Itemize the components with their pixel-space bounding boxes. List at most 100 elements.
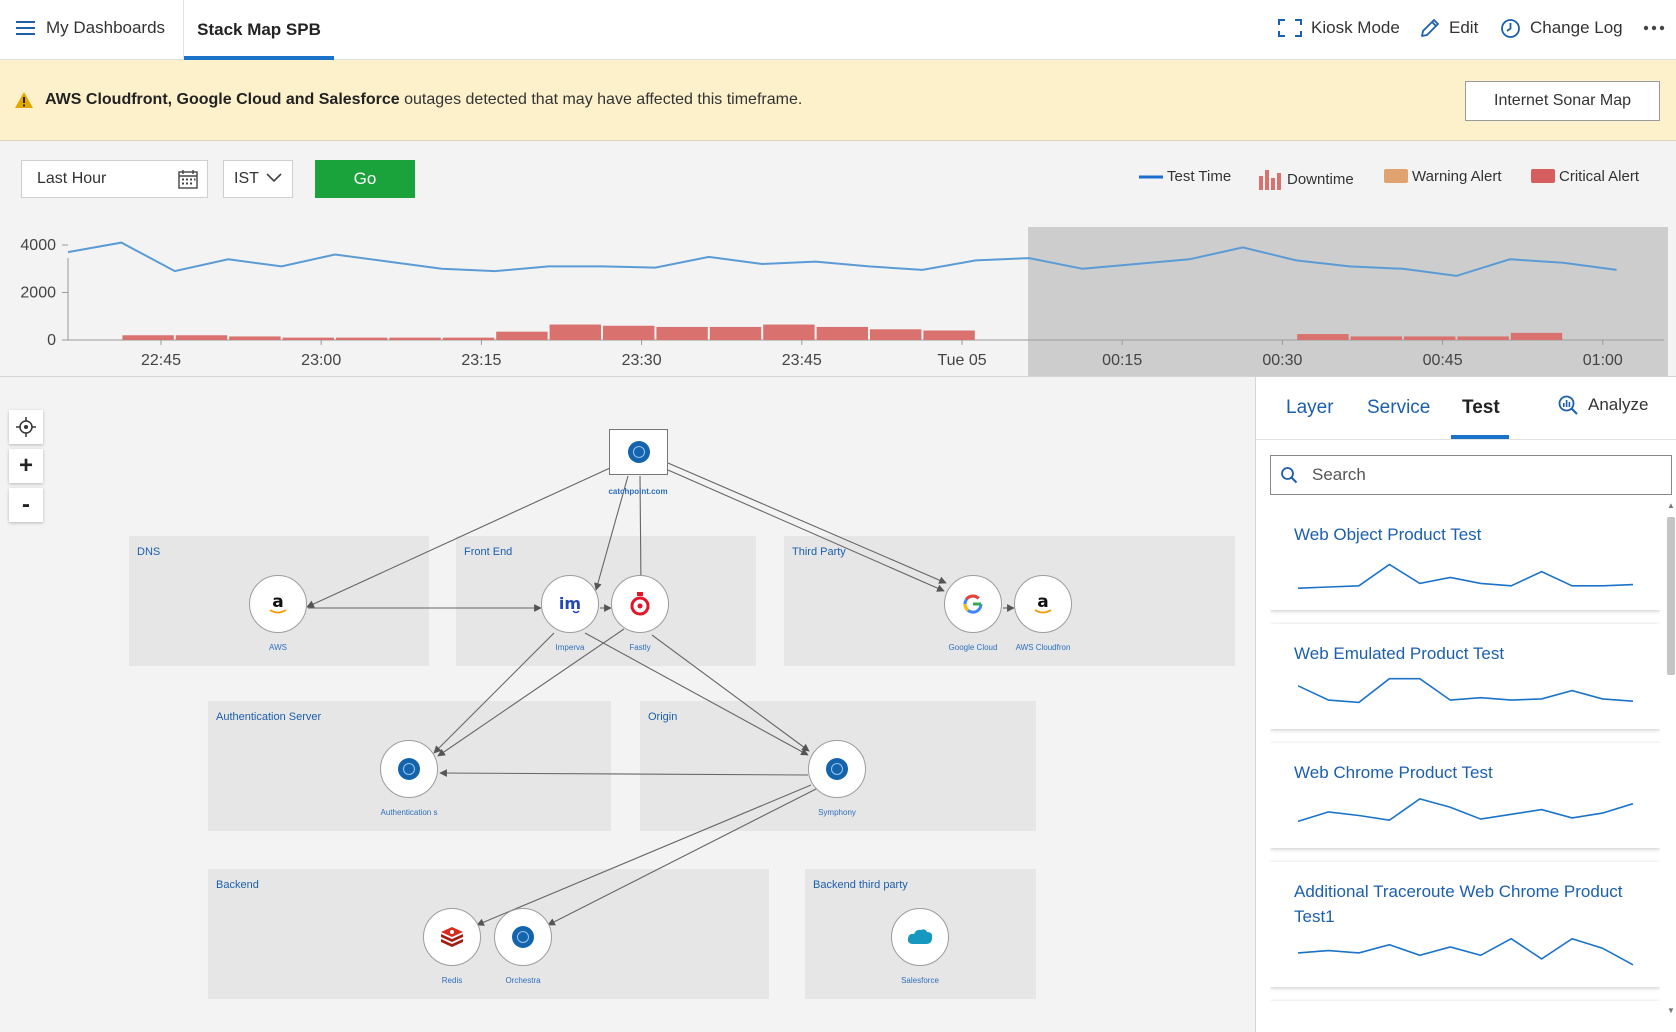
- node-salesforce-label: Salesforce: [901, 976, 939, 985]
- legend-downtime: Downtime: [1259, 168, 1354, 190]
- x-tick-label: 01:00: [1583, 352, 1623, 369]
- zoom-out-button[interactable]: -: [9, 488, 43, 522]
- pencil-icon: [1421, 18, 1439, 37]
- search-input[interactable]: [1312, 465, 1642, 485]
- scrollbar-thumb[interactable]: [1667, 517, 1675, 675]
- analyze-icon: [1558, 395, 1578, 415]
- my-dashboards-label: My Dashboards: [46, 18, 166, 37]
- amazon-logo-icon: a: [1034, 592, 1052, 614]
- kiosk-mode-button[interactable]: Kiosk Mode: [1278, 0, 1400, 56]
- redis-logo-icon: [441, 927, 463, 947]
- kiosk-mode-label: Kiosk Mode: [1311, 18, 1400, 37]
- time-range-picker[interactable]: Last Hour: [21, 160, 208, 198]
- layer-front-end-label: Front End: [464, 546, 513, 558]
- downtime-bar: [1297, 334, 1349, 340]
- tab-service[interactable]: Service: [1367, 397, 1431, 418]
- node-redis[interactable]: [423, 908, 481, 966]
- top-bar: My Dashboards Stack Map SPB Kiosk Mode E…: [0, 0, 1676, 60]
- layer-backend: Backend: [208, 869, 769, 999]
- node-redis-label: Redis: [441, 976, 463, 985]
- edit-button[interactable]: Edit: [1419, 0, 1478, 56]
- timezone-select[interactable]: IST: [223, 160, 293, 198]
- x-tick-label: 22:45: [141, 352, 181, 369]
- node-aws[interactable]: a: [249, 575, 307, 633]
- test-card-web-chrome[interactable]: Web Chrome Product Test: [1270, 743, 1660, 848]
- node-google-cloud[interactable]: [944, 575, 1002, 633]
- edge-symphony-auth: [439, 769, 809, 777]
- x-tick-label: 00:30: [1262, 352, 1302, 369]
- node-fastly-label: Fastly: [629, 643, 651, 652]
- node-google-cloud-label: Google Cloud: [948, 643, 998, 652]
- node-salesforce[interactable]: [891, 908, 949, 966]
- x-tick-label: 00:15: [1102, 352, 1142, 369]
- analyze-button[interactable]: Analyze: [1558, 395, 1648, 415]
- active-tab-indicator: [1451, 435, 1509, 439]
- node-orchestra[interactable]: [494, 908, 552, 966]
- svg-text:a: a: [272, 592, 283, 612]
- test-title: Web Object Product Test: [1294, 525, 1482, 544]
- node-orchestra-label: Orchestra: [505, 976, 541, 985]
- internet-sonar-map-button[interactable]: Internet Sonar Map: [1465, 81, 1660, 121]
- more-options-button[interactable]: [1643, 0, 1674, 56]
- test-sparkline: [1298, 798, 1634, 823]
- google-logo-icon: [963, 594, 983, 614]
- legend-warning-label: Warning Alert: [1412, 168, 1502, 185]
- test-search-box[interactable]: [1270, 455, 1672, 495]
- downtime-bar: [816, 326, 868, 340]
- test-card-web-object[interactable]: Web Object Product Test: [1270, 505, 1660, 610]
- my-dashboards-menu[interactable]: My Dashboards: [16, 0, 165, 56]
- timeline-chart[interactable]: 4000 2000 0 22:45 23:00 23:15 23:30 23:45 Tue 05…: [0, 222, 1676, 377]
- scroll-up-icon[interactable]: ▲: [1667, 501, 1675, 510]
- x-tick-label: 00:45: [1423, 352, 1463, 369]
- legend-test-time: Test Time: [1139, 168, 1231, 185]
- test-title: Web Chrome Product Test: [1294, 763, 1493, 782]
- go-button[interactable]: Go: [315, 160, 415, 198]
- sparkline-path: [1298, 677, 1634, 704]
- test-card-partial[interactable]: [1270, 1001, 1660, 1015]
- catchpoint-root-node[interactable]: [609, 429, 668, 475]
- time-range-value: Last Hour: [37, 170, 107, 187]
- node-aws-cloudfront[interactable]: a: [1014, 575, 1072, 633]
- layer-backend-label: Backend: [216, 879, 259, 891]
- node-symphony[interactable]: [808, 740, 866, 798]
- node-imperva[interactable]: im: [541, 575, 599, 633]
- stack-map-canvas[interactable]: + - DNS Front End Third Party Authentica…: [0, 377, 1255, 1032]
- change-log-label: Change Log: [1530, 18, 1623, 37]
- test-list-scrollbar[interactable]: ▲ ▼: [1666, 499, 1676, 1019]
- zoom-in-button[interactable]: +: [9, 449, 43, 483]
- chart-separator: [0, 376, 1676, 377]
- legend-test-time-label: Test Time: [1167, 168, 1232, 185]
- scroll-down-icon[interactable]: ▼: [1667, 1006, 1675, 1015]
- layer-auth-label: Authentication Server: [216, 711, 322, 723]
- node-aws-cloudfront-label: AWS Cloudfron: [1015, 643, 1071, 652]
- calendar-icon[interactable]: [178, 169, 198, 189]
- edge-imperva-symphony: [584, 632, 809, 756]
- chevron-down-icon: [266, 173, 282, 183]
- downtime-bar: [229, 336, 281, 340]
- salesforce-cloud-icon: [907, 929, 933, 944]
- analyze-label: Analyze: [1588, 395, 1649, 414]
- tab-stack-map-spb[interactable]: Stack Map SPB: [184, 0, 334, 60]
- legend-warning-alert: Warning Alert: [1384, 168, 1501, 185]
- tab-layer[interactable]: Layer: [1286, 397, 1334, 418]
- downtime-bar: [389, 337, 441, 340]
- test-card-web-emulated[interactable]: Web Emulated Product Test: [1270, 624, 1660, 729]
- test-time-line: [67, 241, 1617, 277]
- layer-third-party: Third Party: [784, 536, 1235, 666]
- tab-test[interactable]: Test: [1462, 397, 1500, 418]
- edge-fastly-auth: [437, 628, 625, 757]
- downtime-bar: [656, 326, 708, 340]
- test-sparkline: [1298, 937, 1634, 966]
- change-log-button[interactable]: Change Log: [1500, 0, 1623, 56]
- search-icon: [1281, 467, 1298, 484]
- node-fastly[interactable]: [611, 575, 669, 633]
- test-card-additional-traceroute[interactable]: Additional Traceroute Web Chrome Product…: [1270, 862, 1660, 987]
- test-list: Web Object Product Test Web Emulated Pro…: [1270, 505, 1660, 1015]
- node-authentication-server[interactable]: [380, 740, 438, 798]
- recenter-button[interactable]: [9, 410, 43, 444]
- line-swatch-icon: [1139, 175, 1163, 178]
- downtime-bar: [763, 324, 815, 340]
- fullscreen-icon: [1278, 19, 1302, 37]
- downtime-bar: [282, 337, 334, 340]
- node-aws-label: AWS: [269, 643, 287, 652]
